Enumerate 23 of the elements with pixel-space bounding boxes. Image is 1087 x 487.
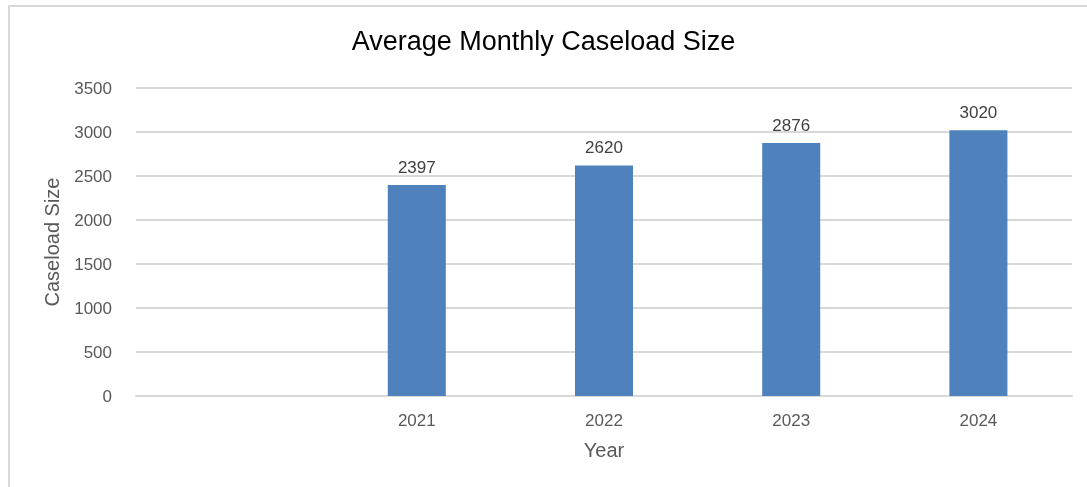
- data-label: 2397: [397, 158, 436, 178]
- bar: [762, 142, 821, 396]
- y-tick-label: 3000: [74, 122, 112, 142]
- data-label: 2620: [585, 138, 623, 158]
- bar: [574, 165, 634, 396]
- data-label: 2876: [772, 115, 811, 135]
- y-tick-label: 500: [83, 342, 112, 362]
- x-tick-label: 2024: [959, 411, 998, 430]
- x-tick-label: 2022: [585, 411, 623, 430]
- y-tick-label: 2000: [74, 210, 112, 230]
- data-label: 3020: [959, 103, 998, 123]
- y-tick-label: 2500: [74, 166, 112, 186]
- y-tick-label: 3500: [74, 78, 112, 98]
- chart-title: Average Monthly Caseload Size: [351, 25, 736, 56]
- x-tick-label: 2021: [397, 411, 436, 430]
- x-axis-title: Year: [583, 439, 625, 461]
- y-tick-label: 1000: [74, 298, 112, 318]
- y-axis-title: Caseload Size: [41, 177, 63, 307]
- x-tick-label: 2023: [772, 411, 811, 430]
- bar: [387, 185, 446, 396]
- bar: [949, 130, 1008, 396]
- y-tick-label: 1500: [74, 254, 112, 274]
- y-tick-label: 0: [102, 386, 112, 406]
